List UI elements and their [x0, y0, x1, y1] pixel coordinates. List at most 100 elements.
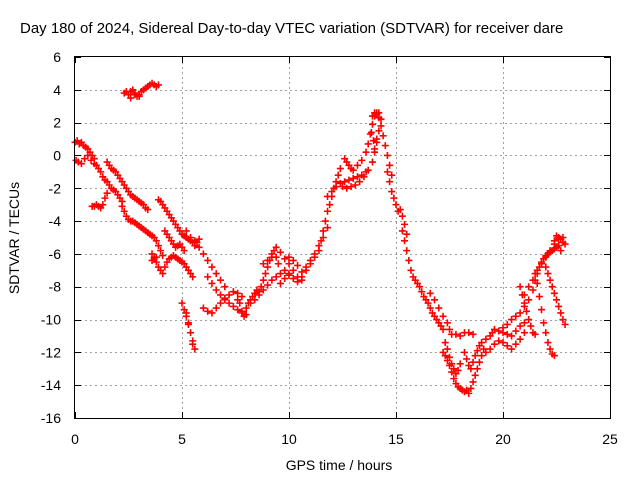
data-point — [520, 319, 528, 327]
data-point — [520, 299, 528, 307]
x-tick-label: 10 — [281, 431, 297, 447]
data-point — [212, 286, 220, 294]
data-point — [392, 201, 400, 209]
x-tick-label: 25 — [602, 431, 618, 447]
data-point — [557, 309, 565, 317]
data-point — [131, 91, 139, 99]
data-point — [319, 227, 327, 235]
data-point — [525, 296, 533, 304]
data-point — [416, 283, 424, 291]
data-point — [443, 319, 451, 327]
data-point — [469, 358, 477, 366]
data-point — [272, 243, 280, 251]
data-point — [435, 304, 443, 312]
y-tick-label: -12 — [41, 344, 61, 360]
data-point — [452, 330, 460, 338]
data-point — [431, 296, 439, 304]
data-point — [154, 81, 162, 89]
data-point — [490, 340, 498, 348]
data-point — [367, 128, 375, 136]
data-point — [426, 289, 434, 297]
data-point — [443, 345, 451, 353]
data-point — [538, 260, 546, 268]
data-point — [471, 371, 479, 379]
data-point — [324, 207, 332, 215]
data-point — [520, 329, 528, 337]
data-point — [561, 320, 569, 328]
data-point — [281, 255, 289, 263]
data-point — [255, 291, 263, 299]
data-point — [212, 304, 220, 312]
data-point — [512, 340, 520, 348]
data-point — [446, 361, 453, 369]
data-point — [482, 348, 490, 356]
y-tick-label: -16 — [41, 410, 61, 426]
data-point — [535, 293, 543, 301]
data-point — [199, 304, 207, 312]
x-tick-label: 20 — [495, 431, 511, 447]
data-point — [495, 327, 503, 335]
data-point — [441, 352, 449, 360]
data-point — [546, 276, 554, 284]
data-point — [144, 206, 152, 214]
data-point — [407, 266, 415, 274]
data-point — [274, 260, 282, 268]
data-point — [546, 247, 554, 255]
data-point — [306, 256, 314, 264]
data-point — [516, 335, 524, 343]
data-point — [259, 276, 267, 284]
data-point — [486, 345, 494, 353]
data-point — [503, 320, 511, 328]
data-point — [463, 355, 471, 363]
data-point — [364, 166, 372, 174]
data-point — [503, 330, 511, 338]
y-tick-label: -8 — [49, 279, 62, 295]
data-point — [217, 291, 225, 299]
data-point — [120, 207, 128, 215]
data-point — [533, 279, 541, 287]
data-point — [418, 288, 426, 296]
data-point — [152, 237, 160, 245]
y-tick-label: -2 — [49, 180, 62, 196]
data-point — [353, 173, 361, 181]
data-point — [379, 132, 387, 140]
data-point — [349, 166, 357, 174]
data-point — [225, 299, 233, 307]
data-point — [375, 127, 383, 135]
data-point — [364, 140, 372, 148]
data-point — [377, 115, 385, 123]
data-point — [465, 389, 473, 397]
data-point — [217, 276, 225, 284]
data-point — [383, 168, 391, 176]
data-point — [531, 270, 539, 278]
data-point — [204, 256, 212, 264]
data-point — [281, 275, 289, 283]
data-point — [398, 212, 406, 220]
data-point — [285, 271, 293, 279]
data-point — [264, 256, 272, 264]
data-point — [495, 337, 503, 345]
data-point — [386, 161, 394, 169]
y-tick-label: -10 — [41, 312, 61, 328]
data-point — [478, 352, 486, 360]
data-point — [362, 148, 370, 156]
data-point — [339, 183, 346, 191]
data-point — [317, 237, 325, 245]
data-point — [127, 94, 135, 102]
data-point — [187, 234, 195, 241]
data-point — [508, 345, 516, 353]
data-point — [386, 178, 394, 186]
data-point — [529, 276, 537, 284]
data-point — [527, 322, 535, 330]
data-point — [401, 237, 409, 245]
data-point — [208, 263, 216, 271]
data-point — [347, 183, 355, 191]
y-tick-label: 4 — [53, 82, 61, 98]
data-point — [550, 237, 558, 245]
y-tick-label: -6 — [49, 246, 62, 262]
y-axis-label: SDTVAR / TECUs — [6, 182, 22, 294]
data-point — [281, 266, 289, 274]
data-point — [503, 342, 511, 350]
data-point — [390, 194, 398, 202]
data-point — [540, 319, 548, 327]
